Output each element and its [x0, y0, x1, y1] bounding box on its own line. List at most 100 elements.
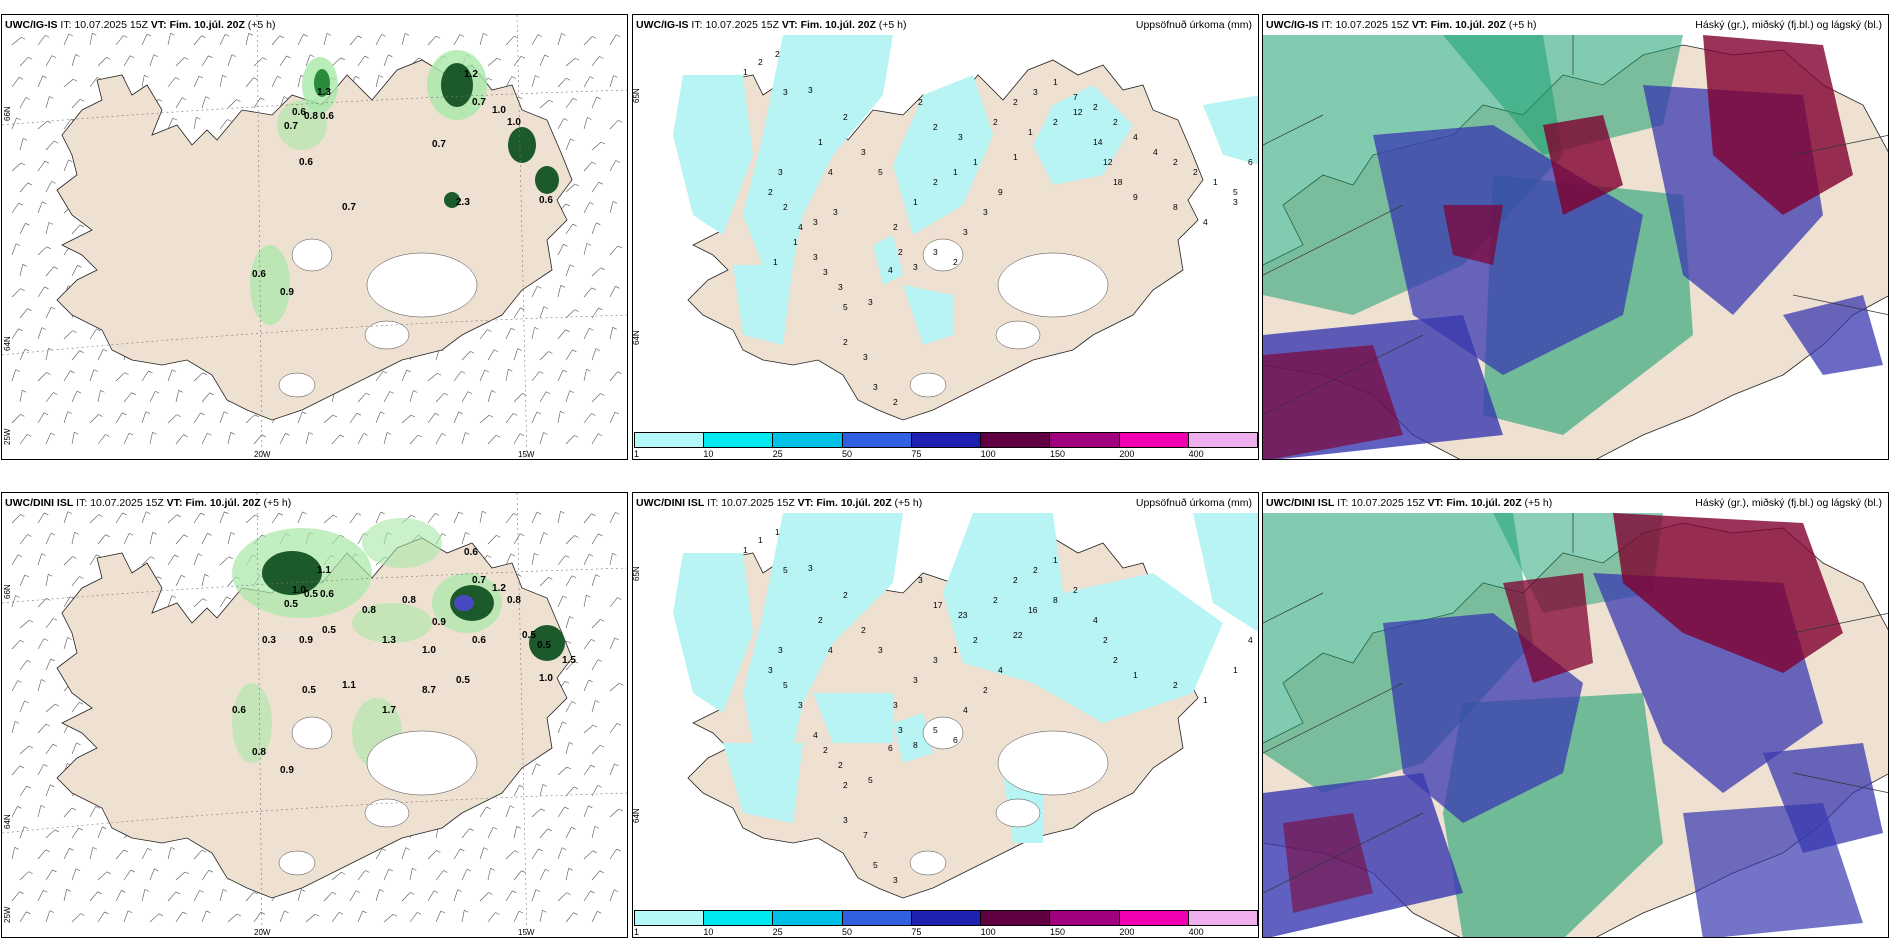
wind-barb	[45, 784, 51, 797]
it-label: IT:	[707, 497, 719, 509]
wind-barb-tick	[355, 76, 360, 79]
wind-barb-tick	[54, 829, 59, 833]
wind-barb	[557, 411, 561, 424]
wind-barb-tick	[92, 32, 97, 36]
wind-barb	[435, 393, 445, 403]
value-label: 0.5	[302, 685, 316, 696]
wind-barb	[19, 574, 26, 587]
value-label: 8	[1053, 595, 1058, 605]
wind-barb	[37, 160, 46, 172]
value-label: 0.6	[472, 635, 486, 646]
wind-barb-tick	[25, 97, 30, 100]
value-label: 3	[843, 815, 848, 825]
wind-barb-tick	[184, 57, 189, 60]
value-label: 5	[868, 775, 873, 785]
wind-barb-tick	[52, 869, 57, 873]
value-label: 1	[953, 167, 958, 177]
wind-barb	[565, 98, 574, 109]
wind-barb	[461, 868, 468, 881]
wind-barb-tick	[560, 285, 565, 288]
wind-barb	[453, 889, 458, 902]
wind-barb-tick	[568, 868, 573, 871]
value-label: 8.7	[422, 685, 436, 696]
it-value: 10.07.2025 15Z	[74, 19, 148, 31]
wind-barb-tick	[483, 847, 489, 850]
value-label: 1	[953, 645, 958, 655]
wind-barb	[357, 910, 363, 923]
wind-barb-tick	[444, 392, 449, 396]
wind-barb	[63, 370, 71, 382]
wind-barb-tick	[510, 327, 516, 331]
wind-barb-tick	[537, 34, 543, 37]
wind-barb-tick	[575, 58, 580, 61]
wind-barb-tick	[545, 868, 550, 872]
wind-barb-tick	[378, 75, 384, 78]
wind-barb	[45, 55, 53, 67]
wind-barb-tick	[514, 850, 519, 853]
precip-values: 0.60.80.70.60.60.70.70.60.91.00.62.31.31…	[252, 69, 553, 298]
wind-barb-tick	[78, 702, 84, 705]
wind-barb-tick	[410, 892, 415, 895]
wind-barb-tick	[70, 370, 75, 374]
wind-barb	[531, 848, 539, 860]
value-label: 2	[768, 187, 773, 197]
wind-barb	[609, 763, 615, 776]
wind-barb	[591, 307, 599, 319]
wind-barb-tick	[25, 223, 30, 226]
wind-barb	[583, 513, 592, 524]
wind-barb-tick	[491, 390, 496, 393]
value-label: 1	[1233, 665, 1238, 675]
wind-barb-tick	[154, 868, 159, 872]
wind-barb	[37, 75, 43, 88]
wind-barb-tick	[53, 140, 59, 144]
wind-barb-tick	[540, 808, 545, 812]
wind-barb-tick	[208, 869, 214, 873]
wind-barb-tick	[50, 784, 55, 788]
wind-barb	[11, 554, 19, 566]
wind-barb-tick	[410, 414, 416, 418]
wind-barb	[123, 392, 132, 403]
wind-barb	[591, 744, 601, 755]
wind-barb	[513, 348, 518, 361]
value-label: 1	[793, 237, 798, 247]
wind-barb-tick	[182, 911, 187, 915]
wind-barb	[583, 595, 587, 608]
wind-barb	[175, 97, 183, 109]
wind-barb-tick	[279, 35, 284, 39]
wind-barb	[175, 911, 183, 923]
wind-barb	[45, 574, 49, 587]
value-label: 1.3	[382, 635, 396, 646]
wind-barb-tick	[28, 745, 34, 749]
wind-barb-tick	[20, 414, 25, 417]
wind-barb-tick	[365, 870, 370, 873]
wind-barb	[11, 77, 20, 88]
wind-barb-tick	[15, 595, 20, 598]
value-label: 2	[933, 177, 938, 187]
value-label: 18	[1113, 177, 1123, 187]
it-value: 10.07.2025 15Z	[705, 19, 779, 31]
wind-barb	[11, 369, 16, 382]
wind-barb	[193, 117, 197, 130]
wind-barb	[45, 266, 54, 277]
colorbar-swatch	[842, 911, 912, 925]
wind-barb	[141, 411, 147, 424]
wind-barb	[383, 54, 389, 67]
wind-barb	[565, 349, 573, 361]
wind-barb-tick	[123, 35, 128, 38]
colorbar-swatch	[704, 433, 774, 447]
wind-barb	[63, 637, 68, 650]
value-label: 16	[1028, 605, 1038, 615]
wind-barb	[583, 243, 588, 256]
wind-barb	[323, 414, 334, 424]
wind-barb-tick	[124, 372, 129, 375]
wind-barb-tick	[43, 638, 49, 641]
wind-barb	[479, 329, 488, 340]
value-label: 2	[838, 760, 843, 770]
wind-barb	[583, 553, 590, 566]
wind-barb	[479, 369, 486, 382]
it-label: IT:	[76, 497, 88, 509]
wind-barb	[539, 910, 543, 923]
value-label: 1	[1133, 670, 1138, 680]
colorbar-swatch	[1050, 911, 1120, 925]
wind-barb	[513, 433, 521, 445]
